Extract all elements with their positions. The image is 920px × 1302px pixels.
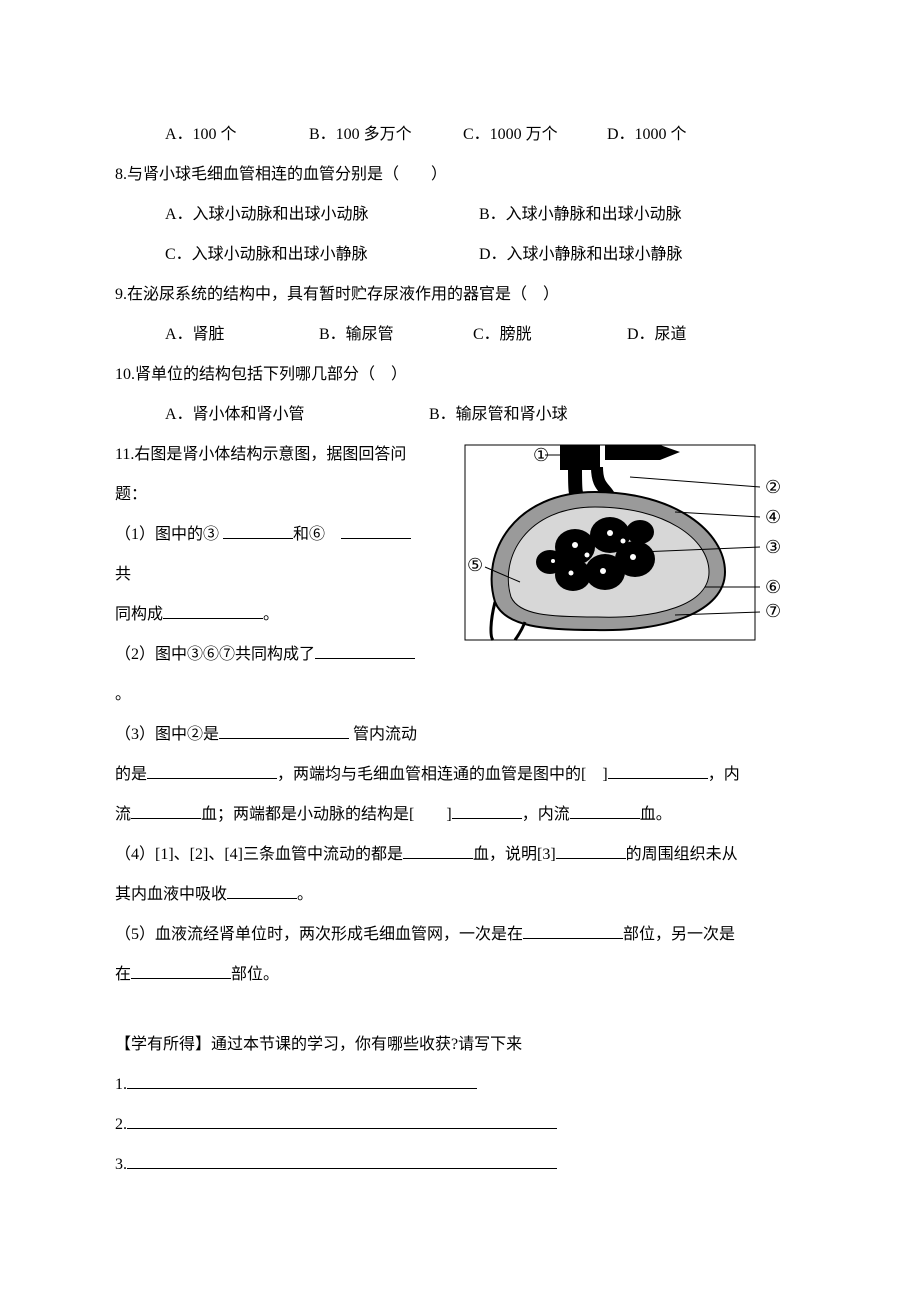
blank-field[interactable]	[223, 538, 293, 539]
q11-p3c: 的是	[115, 766, 147, 783]
q11-p1-line1: （1）图中的③ 和⑥ 共	[115, 515, 425, 595]
q11-p5-line2: 在 部位。	[115, 955, 805, 995]
q9-opt-a: A．肾脏	[165, 315, 315, 355]
q11-p1-line2: 同构成 。	[115, 595, 425, 635]
blank-field[interactable]	[341, 538, 411, 539]
q11-p5c: 在	[115, 966, 131, 983]
diagram-label-6: ⑥	[765, 577, 781, 597]
q11-p3-line2: 的是 ，两端均与毛细血管相连通的血管是图中的[ ] ，内	[115, 755, 805, 795]
q11-p1e: 。	[263, 606, 279, 623]
q11-p4c: 的周围组织未从	[626, 846, 738, 863]
q7-options: A．100 个 B．100 多万个 C．1000 万个 D．1000 个	[115, 115, 805, 155]
q11-p5-line1: （5）血液流经肾单位时，两次形成毛细血管网，一次是在 部位，另一次是	[115, 915, 805, 955]
q11-p3-line1: （3）图中②是 管内流动	[115, 715, 425, 755]
q11-stem: 11.右图是肾小体结构示意图，据图回答问	[115, 435, 425, 475]
diagram-label-3: ③	[765, 537, 781, 557]
blank-field[interactable]	[403, 858, 473, 859]
blank-field[interactable]	[131, 818, 201, 819]
q11-p5b: 部位，另一次是	[623, 926, 735, 943]
q11-p3i: 血。	[640, 806, 672, 823]
diagram-label-2: ②	[765, 477, 781, 497]
q11-p3e: ，内	[708, 766, 740, 783]
diagram-label-1: ①	[533, 445, 549, 465]
q11-p1c: 共	[115, 566, 131, 583]
summary-row-2: 2.	[115, 1105, 805, 1145]
q8-options-row1: A．入球小动脉和出球小动脉 B．入球小静脉和出球小动脉	[115, 195, 805, 235]
q11-p4-line1: （4）[1]、[2]、[4]三条血管中流动的都是 血，说明[3] 的周围组织未从	[115, 835, 805, 875]
q11-p5d: 部位。	[231, 966, 279, 983]
q9-stem: 9.在泌尿系统的结构中，具有暂时贮存尿液作用的器官是（ ）	[115, 275, 805, 315]
worksheet-body: A．100 个 B．100 多万个 C．1000 万个 D．1000 个 8.与…	[115, 115, 805, 1185]
q8-stem: 8.与肾小球毛细血管相连的血管分别是（ ）	[115, 155, 805, 195]
q8-options-row2: C．入球小动脉和出球小静脉 D．入球小静脉和出球小静脉	[115, 235, 805, 275]
blank-field[interactable]	[219, 738, 349, 739]
q9-opt-b: B．输尿管	[319, 315, 469, 355]
blank-field[interactable]	[131, 978, 231, 979]
q11-p4-line2: 其内血液中吸收 。	[115, 875, 805, 915]
diagram-label-7: ⑦	[765, 601, 781, 621]
q11-p2: （2）图中③⑥⑦共同构成了。	[115, 635, 425, 715]
q11-p3a: （3）图中②是	[115, 726, 219, 743]
summary-row-1: 1.	[115, 1065, 805, 1105]
blank-field[interactable]	[452, 818, 522, 819]
q11-p3h: ，内流	[522, 806, 570, 823]
blank-field[interactable]	[227, 898, 297, 899]
q11-p3b: 管内流动	[349, 726, 417, 743]
q11-p1a: （1）图中的③	[115, 526, 223, 543]
blank-field[interactable]	[127, 1168, 557, 1169]
q11-p3d: ，两端均与毛细血管相连通的血管是图中的[ ]	[277, 766, 608, 783]
q9-opt-c: C．膀胱	[473, 315, 623, 355]
q9-opt-d: D．尿道	[627, 315, 687, 355]
q9-options: A．肾脏 B．输尿管 C．膀胱 D．尿道	[115, 315, 805, 355]
q7-opt-a: A．100 个	[165, 115, 305, 155]
q8-opt-d: D．入球小静脉和出球小静脉	[479, 235, 683, 275]
blank-field[interactable]	[147, 778, 277, 779]
q11-p1d: 同构成	[115, 606, 163, 623]
q7-opt-b: B．100 多万个	[309, 115, 459, 155]
diagram-label-4: ④	[765, 507, 781, 527]
q11-p1b: 和⑥	[293, 526, 341, 543]
blank-field[interactable]	[556, 858, 626, 859]
q8-opt-a: A．入球小动脉和出球小动脉	[165, 195, 475, 235]
summary-row-3: 3.	[115, 1145, 805, 1185]
q11-p2b: 。	[115, 686, 131, 703]
q7-opt-c: C．1000 万个	[463, 115, 603, 155]
q11-p4d: 其内血液中吸收	[115, 886, 227, 903]
blank-field[interactable]	[127, 1128, 557, 1129]
q8-opt-b: B．入球小静脉和出球小动脉	[479, 195, 682, 235]
q7-opt-d: D．1000 个	[607, 115, 687, 155]
q11-p3g: 血；两端都是小动脉的结构是[ ]	[201, 806, 452, 823]
diagram-label-5: ⑤	[467, 555, 483, 575]
blank-field[interactable]	[570, 818, 640, 819]
q11-stem-line1: 11.右图是肾小体结构示意图，据图回答问	[115, 446, 406, 463]
renal-corpuscle-diagram: ① ② ④ ③ ⑥ ⑦ ⑤	[425, 437, 815, 647]
q11-stem2: 题：	[115, 475, 425, 515]
q11-p2a: （2）图中③⑥⑦共同构成了	[115, 646, 315, 663]
blank-field[interactable]	[315, 658, 415, 659]
q11-p5a: （5）血液流经肾单位时，两次形成毛细血管网，一次是在	[115, 926, 523, 943]
blank-field[interactable]	[523, 938, 623, 939]
q10-opt-b: B．输尿管和肾小球	[429, 395, 568, 435]
summary-n3: 3.	[115, 1156, 127, 1173]
summary-n2: 2.	[115, 1116, 127, 1133]
blank-field[interactable]	[608, 778, 708, 779]
q10-stem: 10.肾单位的结构包括下列哪几部分（ ）	[115, 355, 805, 395]
q8-opt-c: C．入球小动脉和出球小静脉	[165, 235, 475, 275]
blank-field[interactable]	[163, 618, 263, 619]
q10-opt-a: A．肾小体和肾小管	[165, 395, 425, 435]
summary-n1: 1.	[115, 1076, 127, 1093]
q11-p3-line3: 流 血；两端都是小动脉的结构是[ ] ，内流 血。	[115, 795, 805, 835]
q11-p4a: （4）[1]、[2]、[4]三条血管中流动的都是	[115, 846, 403, 863]
q10-options: A．肾小体和肾小管 B．输尿管和肾小球	[115, 395, 805, 435]
q11-p3f: 流	[115, 806, 131, 823]
q11-p4e: 。	[297, 886, 313, 903]
blank-field[interactable]	[127, 1088, 477, 1089]
summary-title: 【学有所得】通过本节课的学习，你有哪些收获?请写下来	[115, 1025, 805, 1065]
q11-p4b: 血，说明[3]	[473, 846, 556, 863]
